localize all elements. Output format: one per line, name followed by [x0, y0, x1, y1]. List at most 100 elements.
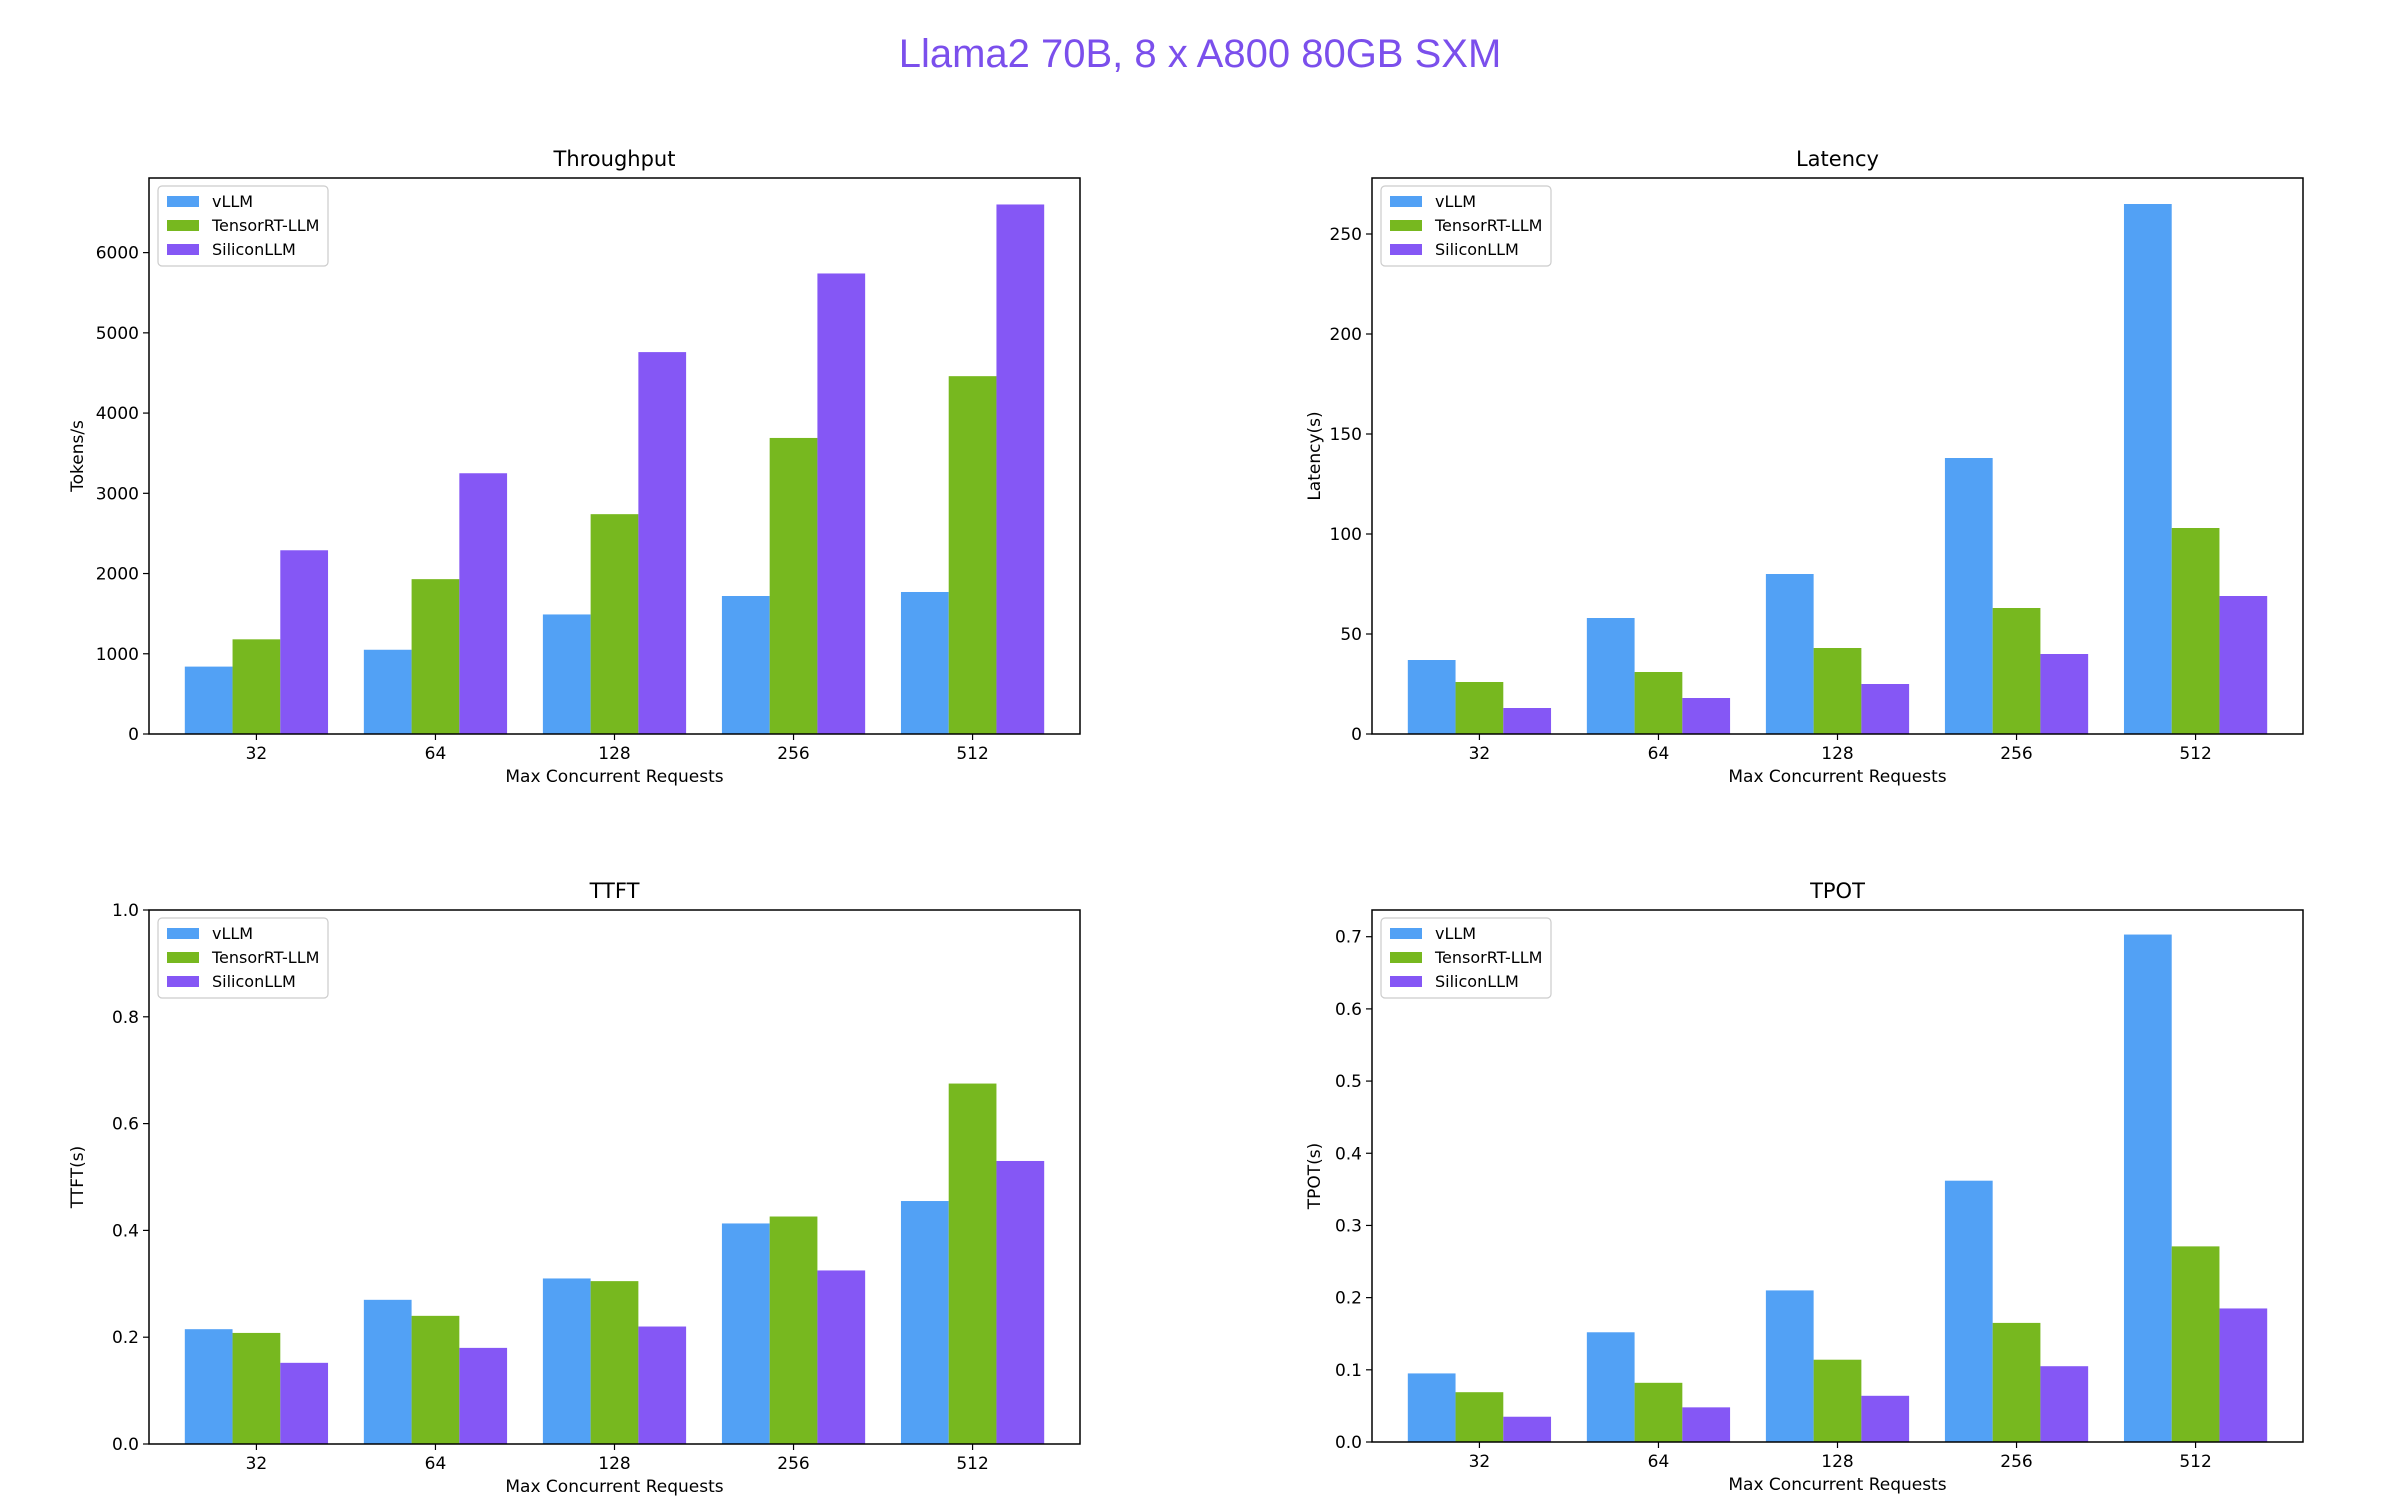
legend-label: SiliconLLM [212, 972, 296, 991]
bar-tensorrt-llm-512 [2171, 528, 2220, 734]
x-tick-label: 256 [777, 1454, 809, 1474]
y-tick-label: 250 [1330, 225, 1362, 245]
y-tick-label: 0.0 [1335, 1433, 1362, 1453]
legend-label: SiliconLLM [212, 240, 296, 259]
bar-tensorrt-llm-512 [948, 376, 997, 734]
bar-siliconllm-128 [638, 352, 687, 734]
bar-vllm-512 [2123, 204, 2172, 734]
bar-siliconllm-64 [459, 1347, 508, 1444]
legend-swatch-tensorrt-llm [1390, 952, 1422, 963]
bar-tensorrt-llm-512 [2171, 1246, 2220, 1442]
bar-vllm-64 [1586, 1332, 1635, 1442]
y-tick-label: 0.7 [1335, 928, 1362, 948]
legend-box [157, 185, 329, 267]
y-axis-label: Latency(s) [1305, 411, 1325, 500]
x-tick-label: 64 [425, 744, 447, 764]
chart-title: TPOT [1809, 879, 1865, 903]
y-tick-label: 0 [128, 725, 139, 745]
bar-siliconllm-64 [459, 473, 508, 734]
bar-siliconllm-512 [996, 1160, 1045, 1444]
bar-vllm-256 [721, 596, 770, 734]
y-tick-label: 0.5 [1335, 1072, 1362, 1092]
bar-siliconllm-32 [280, 550, 329, 734]
x-axis-label: Max Concurrent Requests [505, 1477, 723, 1497]
chart-title: TTFT [589, 879, 640, 903]
bar-siliconllm-32 [1503, 708, 1552, 734]
x-tick-label: 128 [598, 1454, 630, 1474]
y-tick-label: 0.0 [112, 1435, 139, 1455]
y-tick-label: 3000 [96, 484, 139, 504]
legend-label: vLLM [1435, 924, 1476, 943]
y-tick-label: 50 [1340, 625, 1362, 645]
legend-label: vLLM [1435, 192, 1476, 211]
y-tick-label: 100 [1330, 525, 1362, 545]
legend-swatch-siliconllm [167, 244, 199, 255]
y-tick-label: 0.2 [1335, 1289, 1362, 1309]
legend-label: vLLM [212, 924, 253, 943]
legend-label: SiliconLLM [1435, 240, 1519, 259]
chart-throughput: Throughput 32 64 128 256 512 0 1000 2000 3000 4000… [68, 147, 1081, 787]
y-tick-label: 0.4 [112, 1221, 139, 1241]
bar-siliconllm-256 [2040, 654, 2089, 734]
legend-swatch-siliconllm [167, 976, 199, 987]
y-tick-label: 0 [1351, 725, 1362, 745]
bar-tensorrt-llm-512 [948, 1083, 997, 1444]
bar-vllm-32 [1407, 660, 1456, 734]
bar-vllm-256 [1944, 1180, 1993, 1442]
bar-vllm-32 [1407, 1373, 1456, 1442]
x-tick-label: 64 [1648, 1452, 1670, 1472]
bar-siliconllm-32 [280, 1362, 329, 1444]
bar-siliconllm-64 [1682, 698, 1731, 734]
y-tick-label: 0.2 [112, 1328, 139, 1348]
bar-siliconllm-512 [2219, 1308, 2268, 1442]
bar-tensorrt-llm-256 [1992, 1322, 2041, 1442]
bar-siliconllm-256 [817, 1270, 866, 1444]
x-tick-label: 256 [2000, 1452, 2032, 1472]
bar-siliconllm-256 [2040, 1366, 2089, 1442]
legend-label: TensorRT-LLM [1434, 948, 1542, 967]
x-tick-label: 512 [956, 744, 988, 764]
x-axis-label: Max Concurrent Requests [1728, 767, 1946, 787]
x-tick-label: 512 [2179, 744, 2211, 764]
y-axis-label: TPOT(s) [1305, 1143, 1325, 1211]
legend-label: TensorRT-LLM [211, 948, 319, 967]
bar-tensorrt-llm-128 [1813, 1359, 1862, 1442]
x-tick-label: 32 [1469, 744, 1491, 764]
x-tick-label: 64 [1648, 744, 1670, 764]
bar-tensorrt-llm-128 [590, 514, 639, 734]
y-tick-label: 0.8 [112, 1008, 139, 1028]
bar-tensorrt-llm-256 [1992, 608, 2041, 734]
x-tick-label: 128 [1821, 744, 1853, 764]
legend-swatch-vllm [1390, 196, 1422, 207]
y-tick-label: 0.6 [112, 1115, 139, 1135]
x-axis-label: Max Concurrent Requests [1728, 1475, 1946, 1495]
bar-siliconllm-512 [996, 204, 1045, 734]
bar-tensorrt-llm-32 [232, 639, 281, 734]
bar-siliconllm-512 [2219, 596, 2268, 734]
y-tick-label: 6000 [96, 244, 139, 264]
x-tick-label: 256 [777, 744, 809, 764]
legend-label: SiliconLLM [1435, 972, 1519, 991]
legend-swatch-tensorrt-llm [1390, 220, 1422, 231]
bar-siliconllm-64 [1682, 1407, 1731, 1442]
chart-tpot: TPOT 32 64 128 256 512 0.0 0.1 0.2 0.3 0.4 0.5 0.6 0.… [1305, 879, 2304, 1495]
chart-latency: Latency 32 64 128 256 512 0 50 100 150 200 250 Max C… [1305, 147, 2304, 787]
bar-vllm-32 [184, 666, 233, 734]
bar-siliconllm-32 [1503, 1416, 1552, 1442]
x-axis-label: Max Concurrent Requests [505, 767, 723, 787]
legend-label: vLLM [212, 192, 253, 211]
bar-tensorrt-llm-32 [232, 1332, 281, 1444]
legend-swatch-vllm [167, 196, 199, 207]
legend-swatch-siliconllm [1390, 976, 1422, 987]
bar-vllm-128 [542, 614, 591, 734]
y-tick-label: 4000 [96, 404, 139, 424]
x-tick-label: 128 [1821, 1452, 1853, 1472]
bar-vllm-512 [900, 591, 949, 734]
chart-title: Throughput [553, 147, 676, 171]
legend-swatch-tensorrt-llm [167, 220, 199, 231]
y-tick-label: 5000 [96, 324, 139, 344]
bar-tensorrt-llm-256 [769, 437, 818, 734]
legend-label: TensorRT-LLM [211, 216, 319, 235]
x-tick-label: 32 [246, 1454, 268, 1474]
y-tick-label: 0.6 [1335, 1000, 1362, 1020]
